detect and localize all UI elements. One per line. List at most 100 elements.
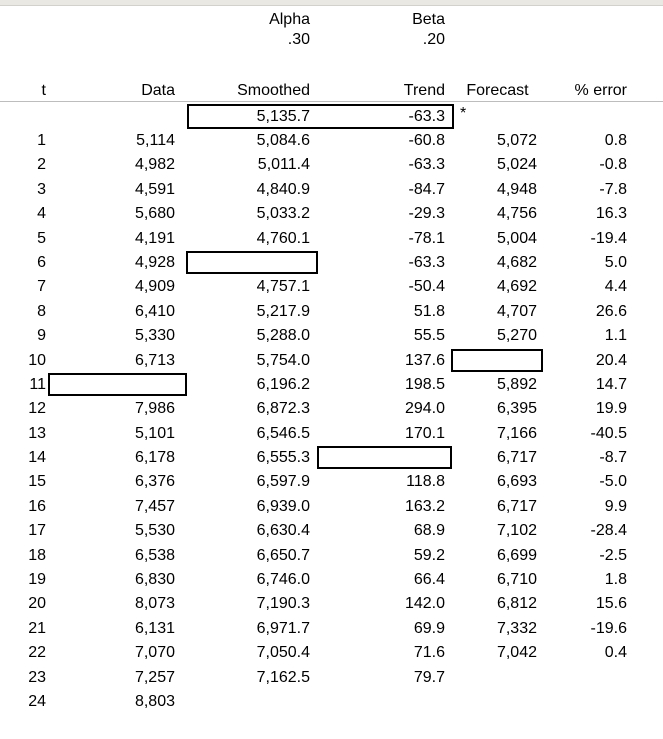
cell-data[interactable]: 4,591 (134, 180, 175, 198)
cell-trend[interactable]: 69.9 (413, 619, 445, 637)
cell-trend[interactable]: 163.2 (404, 497, 445, 515)
cell-forecast[interactable]: 5,892 (496, 375, 537, 393)
cell-smoothed[interactable]: 5,011.4 (257, 156, 310, 174)
cell-err[interactable]: -2.5 (599, 546, 627, 564)
cell-forecast[interactable]: 4,682 (496, 253, 537, 271)
cell-forecast[interactable]: 6,717 (496, 497, 537, 515)
cell-t[interactable]: 23 (28, 668, 46, 686)
cell-t[interactable]: 18 (28, 546, 46, 564)
cell-trend[interactable]: -78.1 (408, 229, 445, 247)
cell-data[interactable]: 7,070 (134, 644, 175, 662)
cell-data[interactable]: 7,457 (134, 497, 175, 515)
cell-forecast[interactable] (452, 666, 543, 690)
cell-data[interactable]: 5,330 (134, 327, 175, 345)
cell-trend-empty-box[interactable] (317, 446, 452, 470)
cell-data[interactable]: 7,257 (134, 668, 175, 686)
cell-t[interactable]: 6 (37, 253, 46, 271)
cell-trend[interactable]: 79.7 (413, 668, 445, 686)
cell-forecast[interactable]: 4,692 (496, 278, 537, 296)
cell-t[interactable]: 4 (37, 205, 46, 223)
cell-forecast[interactable]: 5,024 (496, 156, 537, 174)
cell-smoothed[interactable]: 5,754.0 (256, 351, 310, 369)
cell-err[interactable]: 15.6 (595, 595, 627, 613)
cell-smoothed[interactable]: 6,939.0 (256, 497, 310, 515)
cell-data[interactable]: 8,073 (134, 595, 175, 613)
cell-trend[interactable]: -29.3 (408, 205, 445, 223)
header-forecast[interactable]: Forecast (466, 82, 529, 99)
cell-data[interactable]: 5,530 (134, 522, 175, 540)
cell-t[interactable]: 22 (28, 644, 46, 662)
cell-smoothed[interactable]: 6,872.3 (256, 400, 310, 418)
cell-trend[interactable]: -63.3 (408, 253, 445, 271)
cell-data[interactable]: 4,191 (134, 229, 175, 247)
alpha-value[interactable]: .30 (287, 31, 310, 48)
cell-smoothed-empty-box[interactable] (186, 250, 318, 275)
cell-trend[interactable]: 137.6 (404, 351, 445, 369)
cell-forecast[interactable] (452, 690, 543, 714)
cell-data[interactable]: 6,131 (134, 619, 175, 637)
cell-err[interactable]: 26.6 (595, 302, 627, 320)
beta-label[interactable]: Beta (412, 11, 445, 28)
cell-smoothed[interactable]: 5,033.2 (256, 205, 310, 223)
cell-err[interactable]: -19.4 (590, 229, 627, 247)
cell-err[interactable]: 4.4 (604, 278, 627, 296)
cell-smoothed[interactable]: 6,196.2 (256, 375, 310, 393)
cell-t[interactable]: 8 (37, 302, 46, 320)
cell-forecast[interactable]: 5,004 (496, 229, 537, 247)
cell-data[interactable]: 4,928 (134, 253, 175, 271)
cell-trend[interactable]: 68.9 (413, 522, 445, 540)
cell-forecast[interactable]: 4,707 (496, 302, 537, 320)
cell-smoothed[interactable]: 4,757.1 (256, 278, 310, 296)
initial-values-box[interactable]: 5,135.7 -63.3 (187, 104, 454, 129)
cell-forecast-empty-box[interactable] (451, 348, 543, 373)
cell-data[interactable]: 6,713 (134, 351, 175, 369)
cell-smoothed[interactable]: 5,217.9 (256, 302, 310, 320)
cell-trend[interactable]: -84.7 (408, 180, 445, 198)
cell-smoothed[interactable]: 7,162.5 (256, 668, 310, 686)
cell-trend[interactable]: 51.8 (413, 302, 445, 320)
cell-forecast[interactable]: 7,166 (496, 424, 537, 442)
cell-t[interactable]: 7 (37, 278, 46, 296)
cell-t[interactable]: 9 (37, 327, 46, 345)
header-error[interactable]: % error (574, 82, 627, 99)
initial-trend[interactable]: -63.3 (408, 108, 445, 125)
cell-err[interactable]: 14.7 (595, 375, 627, 393)
cell-t[interactable]: 16 (28, 497, 46, 515)
cell-t[interactable]: 19 (28, 571, 46, 589)
cell-smoothed[interactable]: 7,190.3 (256, 595, 310, 613)
cell-t[interactable]: 12 (28, 400, 46, 418)
header-data[interactable]: Data (141, 82, 175, 99)
cell-err[interactable]: 16.3 (595, 205, 627, 223)
cell-t[interactable]: 15 (28, 473, 46, 491)
cell-err[interactable] (543, 690, 630, 714)
cell-err[interactable]: 0.8 (604, 132, 627, 149)
cell-t[interactable]: 2 (37, 156, 46, 174)
cell-err[interactable]: -0.8 (599, 156, 627, 174)
cell-smoothed[interactable]: 6,597.9 (256, 473, 310, 491)
cell-t[interactable]: 14 (28, 449, 46, 467)
beta-value[interactable]: .20 (422, 31, 445, 48)
cell-trend[interactable]: 55.5 (413, 327, 445, 345)
cell-smoothed[interactable]: 7,050.4 (256, 644, 310, 662)
cell-data[interactable]: 6,830 (134, 571, 175, 589)
cell-forecast[interactable]: 6,693 (496, 473, 537, 491)
cell-smoothed[interactable]: 5,084.6 (256, 132, 310, 149)
cell-data[interactable]: 6,538 (134, 546, 175, 564)
cell-forecast[interactable]: 4,948 (496, 180, 537, 198)
cell-data[interactable]: 6,410 (134, 302, 175, 320)
cell-err[interactable]: 9.9 (604, 497, 627, 515)
cell-data[interactable]: 5,114 (136, 132, 175, 149)
cell-forecast[interactable]: 7,042 (496, 644, 537, 662)
cell-smoothed[interactable]: 4,840.9 (256, 180, 310, 198)
header-trend[interactable]: Trend (403, 82, 445, 99)
cell-err[interactable]: 1.8 (604, 571, 627, 589)
cell-trend[interactable]: 118.8 (406, 473, 445, 491)
cell-t[interactable]: 11 (29, 375, 46, 393)
cell-err[interactable]: 0.4 (604, 644, 627, 662)
cell-forecast[interactable]: 5,270 (496, 327, 537, 345)
cell-smoothed[interactable]: 6,746.0 (256, 571, 310, 589)
cell-data-empty-box[interactable] (48, 372, 187, 397)
cell-err[interactable]: 1.1 (604, 327, 627, 345)
cell-trend[interactable]: 59.2 (413, 546, 445, 564)
cell-t[interactable]: 13 (28, 424, 46, 442)
